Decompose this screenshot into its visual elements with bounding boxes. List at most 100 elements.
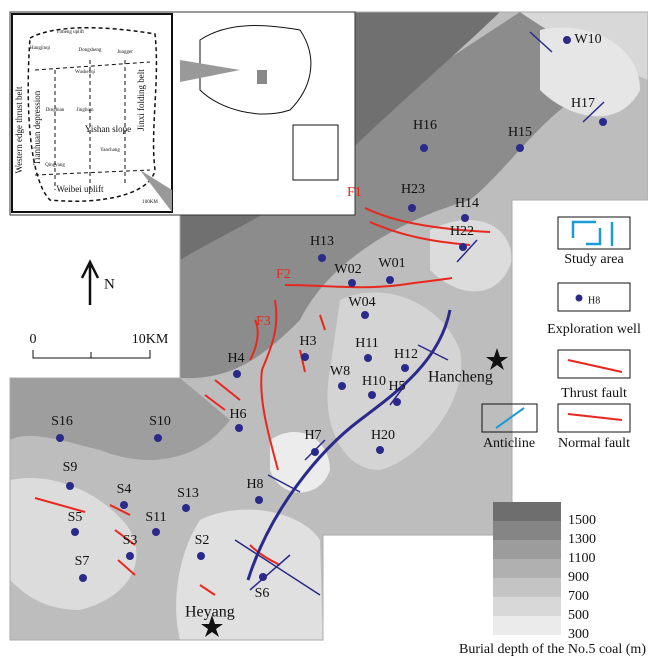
study-location: [257, 70, 267, 84]
inset-label: Dingbian: [46, 108, 65, 113]
well-label: W01: [378, 256, 405, 271]
well: [311, 448, 319, 456]
well: [233, 370, 241, 378]
well-label: H6: [229, 407, 246, 422]
well: [599, 118, 607, 126]
well-label: H20: [371, 428, 395, 443]
inset-label: Yanchang: [100, 148, 120, 153]
depth-swatch: [493, 521, 561, 540]
inset-label: 100KM: [142, 200, 158, 205]
fault-label: F2: [276, 267, 291, 282]
well: [301, 353, 309, 361]
inset-label: Dongsheng: [79, 48, 102, 53]
depth-swatch: [493, 540, 561, 559]
well: [459, 243, 467, 251]
depth-label: 1100: [568, 551, 595, 566]
well: [152, 528, 160, 536]
fault-label: F3: [256, 314, 271, 329]
depth-label: 700: [568, 589, 589, 604]
city-label: Heyang: [185, 604, 235, 621]
depth-swatch: [493, 578, 561, 597]
well: [563, 36, 571, 44]
well-label: H15: [508, 125, 532, 140]
well: [461, 214, 469, 222]
legend-label: Normal fault: [558, 436, 630, 451]
well-label: H23: [401, 182, 425, 197]
well: [368, 391, 376, 399]
islands-inset: [293, 125, 338, 180]
depth-swatch: [493, 616, 561, 635]
well-label: S10: [149, 414, 171, 429]
legend-normal-symbol: [568, 414, 622, 420]
well-label: S9: [63, 460, 78, 475]
well-label: H14: [455, 196, 479, 211]
depth-swatch: [493, 597, 561, 616]
well-label: H4: [227, 351, 244, 366]
well-label: W10: [574, 32, 601, 47]
legend-thrust-symbol: [568, 360, 622, 372]
well-label: H17: [571, 96, 595, 111]
inset-label: Jinxi folding belt: [136, 69, 146, 131]
well-label: W8: [330, 364, 350, 379]
well: [259, 573, 267, 581]
well: [126, 552, 134, 560]
well: [255, 496, 263, 504]
well-label: H11: [355, 336, 379, 351]
well: [66, 482, 74, 490]
well: [376, 446, 384, 454]
legend-well-symbol: [576, 295, 583, 302]
depth-label: 900: [568, 570, 589, 585]
fault-label: F1: [347, 185, 362, 200]
well: [318, 254, 326, 262]
legend-label: Thrust fault: [561, 386, 627, 401]
inset-label: Jingbian: [77, 108, 94, 113]
inset-label: Tianhuan depression: [32, 90, 42, 165]
well-label: W02: [334, 262, 361, 277]
scale-bar: [33, 350, 150, 358]
depth-label: 1500: [568, 513, 596, 528]
well-label: S2: [195, 533, 210, 548]
well-label: H8: [246, 477, 263, 492]
well: [120, 501, 128, 509]
depth-swatch: [493, 559, 561, 578]
north-label: N: [104, 276, 115, 292]
inset-label: Jungger: [117, 50, 133, 55]
north-arrow: [82, 262, 98, 305]
well-label: S7: [75, 554, 90, 569]
depth-label: 1300: [568, 532, 596, 547]
well-label: S5: [68, 510, 83, 525]
well: [56, 434, 64, 442]
inset-label: Yishan slope: [85, 124, 131, 134]
well: [71, 528, 79, 536]
inset-label: Qingyang: [45, 163, 65, 168]
legend-label: Anticline: [483, 436, 535, 451]
map: Yimeng upliftHangjinqiDongshengJunggerWu…: [0, 0, 648, 661]
well-label: S3: [123, 533, 138, 548]
well: [386, 276, 394, 284]
well: [408, 204, 416, 212]
depth-swatch: [493, 502, 561, 521]
well: [348, 279, 356, 287]
depth-label: 500: [568, 608, 589, 623]
inset-label: Weibei uplift: [56, 184, 104, 194]
well: [401, 364, 409, 372]
well-label: H22: [450, 224, 474, 239]
well-label: W04: [348, 295, 375, 310]
inset-label: Yimeng uplift: [56, 30, 85, 35]
well-label: H16: [413, 118, 437, 133]
well-label: H13: [310, 234, 334, 249]
well: [420, 144, 428, 152]
well: [235, 424, 243, 432]
legend-label: Exploration well: [547, 322, 641, 337]
well-label: S16: [51, 414, 73, 429]
well: [197, 552, 205, 560]
city-label: Hancheng: [428, 369, 493, 386]
well: [516, 144, 524, 152]
legend-study-symbol: [573, 222, 612, 246]
well-label: S13: [177, 486, 199, 501]
depth-label: 300: [568, 627, 589, 642]
well: [154, 434, 162, 442]
well: [364, 354, 372, 362]
well-label: H10: [362, 374, 386, 389]
well-label: H5: [388, 379, 405, 394]
